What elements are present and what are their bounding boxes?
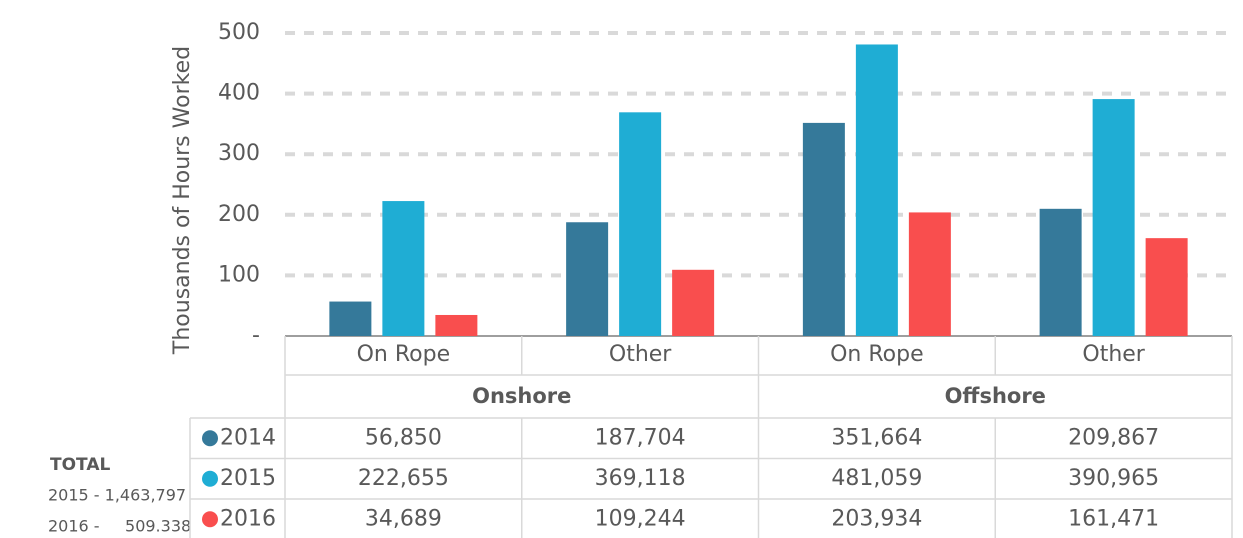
- total-line: 2016 - 509.338: [48, 517, 191, 536]
- legend-marker: [202, 430, 218, 447]
- bar: [672, 269, 715, 336]
- y-tick-label: 500: [218, 20, 260, 45]
- bar: [1092, 99, 1135, 336]
- bar: [619, 112, 662, 337]
- bar: [908, 212, 951, 336]
- table-value: 187,704: [595, 425, 686, 450]
- x-tick-label: On Rope: [357, 342, 451, 367]
- bar: [329, 301, 372, 336]
- x-tick-label: On Rope: [830, 342, 924, 367]
- legend-label: 2014: [220, 425, 276, 450]
- table-value: 369,118: [595, 466, 686, 491]
- bar: [382, 201, 425, 336]
- y-tick-label: 300: [218, 141, 260, 166]
- x-tick-label: Other: [609, 342, 672, 367]
- table-value: 222,655: [358, 466, 449, 491]
- y-tick-label: 100: [218, 262, 260, 287]
- bar: [1145, 238, 1188, 336]
- legend-label: 2015: [220, 466, 276, 491]
- y-tick-label: 200: [218, 202, 260, 227]
- x-tick-label: Other: [1082, 342, 1145, 367]
- table-value: 161,471: [1068, 506, 1159, 531]
- total-line: 2015 - 1,463,797: [48, 486, 186, 505]
- bar: [802, 122, 845, 336]
- y-axis-label: Thousands of Hours Worked: [170, 46, 195, 355]
- group-label: Onshore: [472, 384, 571, 408]
- bar: [435, 314, 478, 336]
- bar: [566, 222, 609, 336]
- legend-marker: [202, 511, 218, 528]
- y-tick-label: 400: [218, 81, 260, 106]
- table-value: 481,059: [831, 466, 922, 491]
- legend-marker: [202, 470, 218, 487]
- legend-label: 2016: [220, 506, 276, 531]
- table-value: 390,965: [1068, 466, 1159, 491]
- totals-title: TOTAL: [50, 455, 110, 475]
- table-value: 56,850: [365, 425, 442, 450]
- group-label: Offshore: [945, 384, 1046, 408]
- y-tick-label: -: [252, 323, 260, 348]
- table-value: 109,244: [595, 506, 686, 531]
- table-value: 351,664: [831, 425, 922, 450]
- bar: [1039, 208, 1082, 336]
- bar: [855, 44, 898, 337]
- table-value: 34,689: [365, 506, 442, 531]
- table-value: 203,934: [831, 506, 922, 531]
- table-value: 209,867: [1068, 425, 1159, 450]
